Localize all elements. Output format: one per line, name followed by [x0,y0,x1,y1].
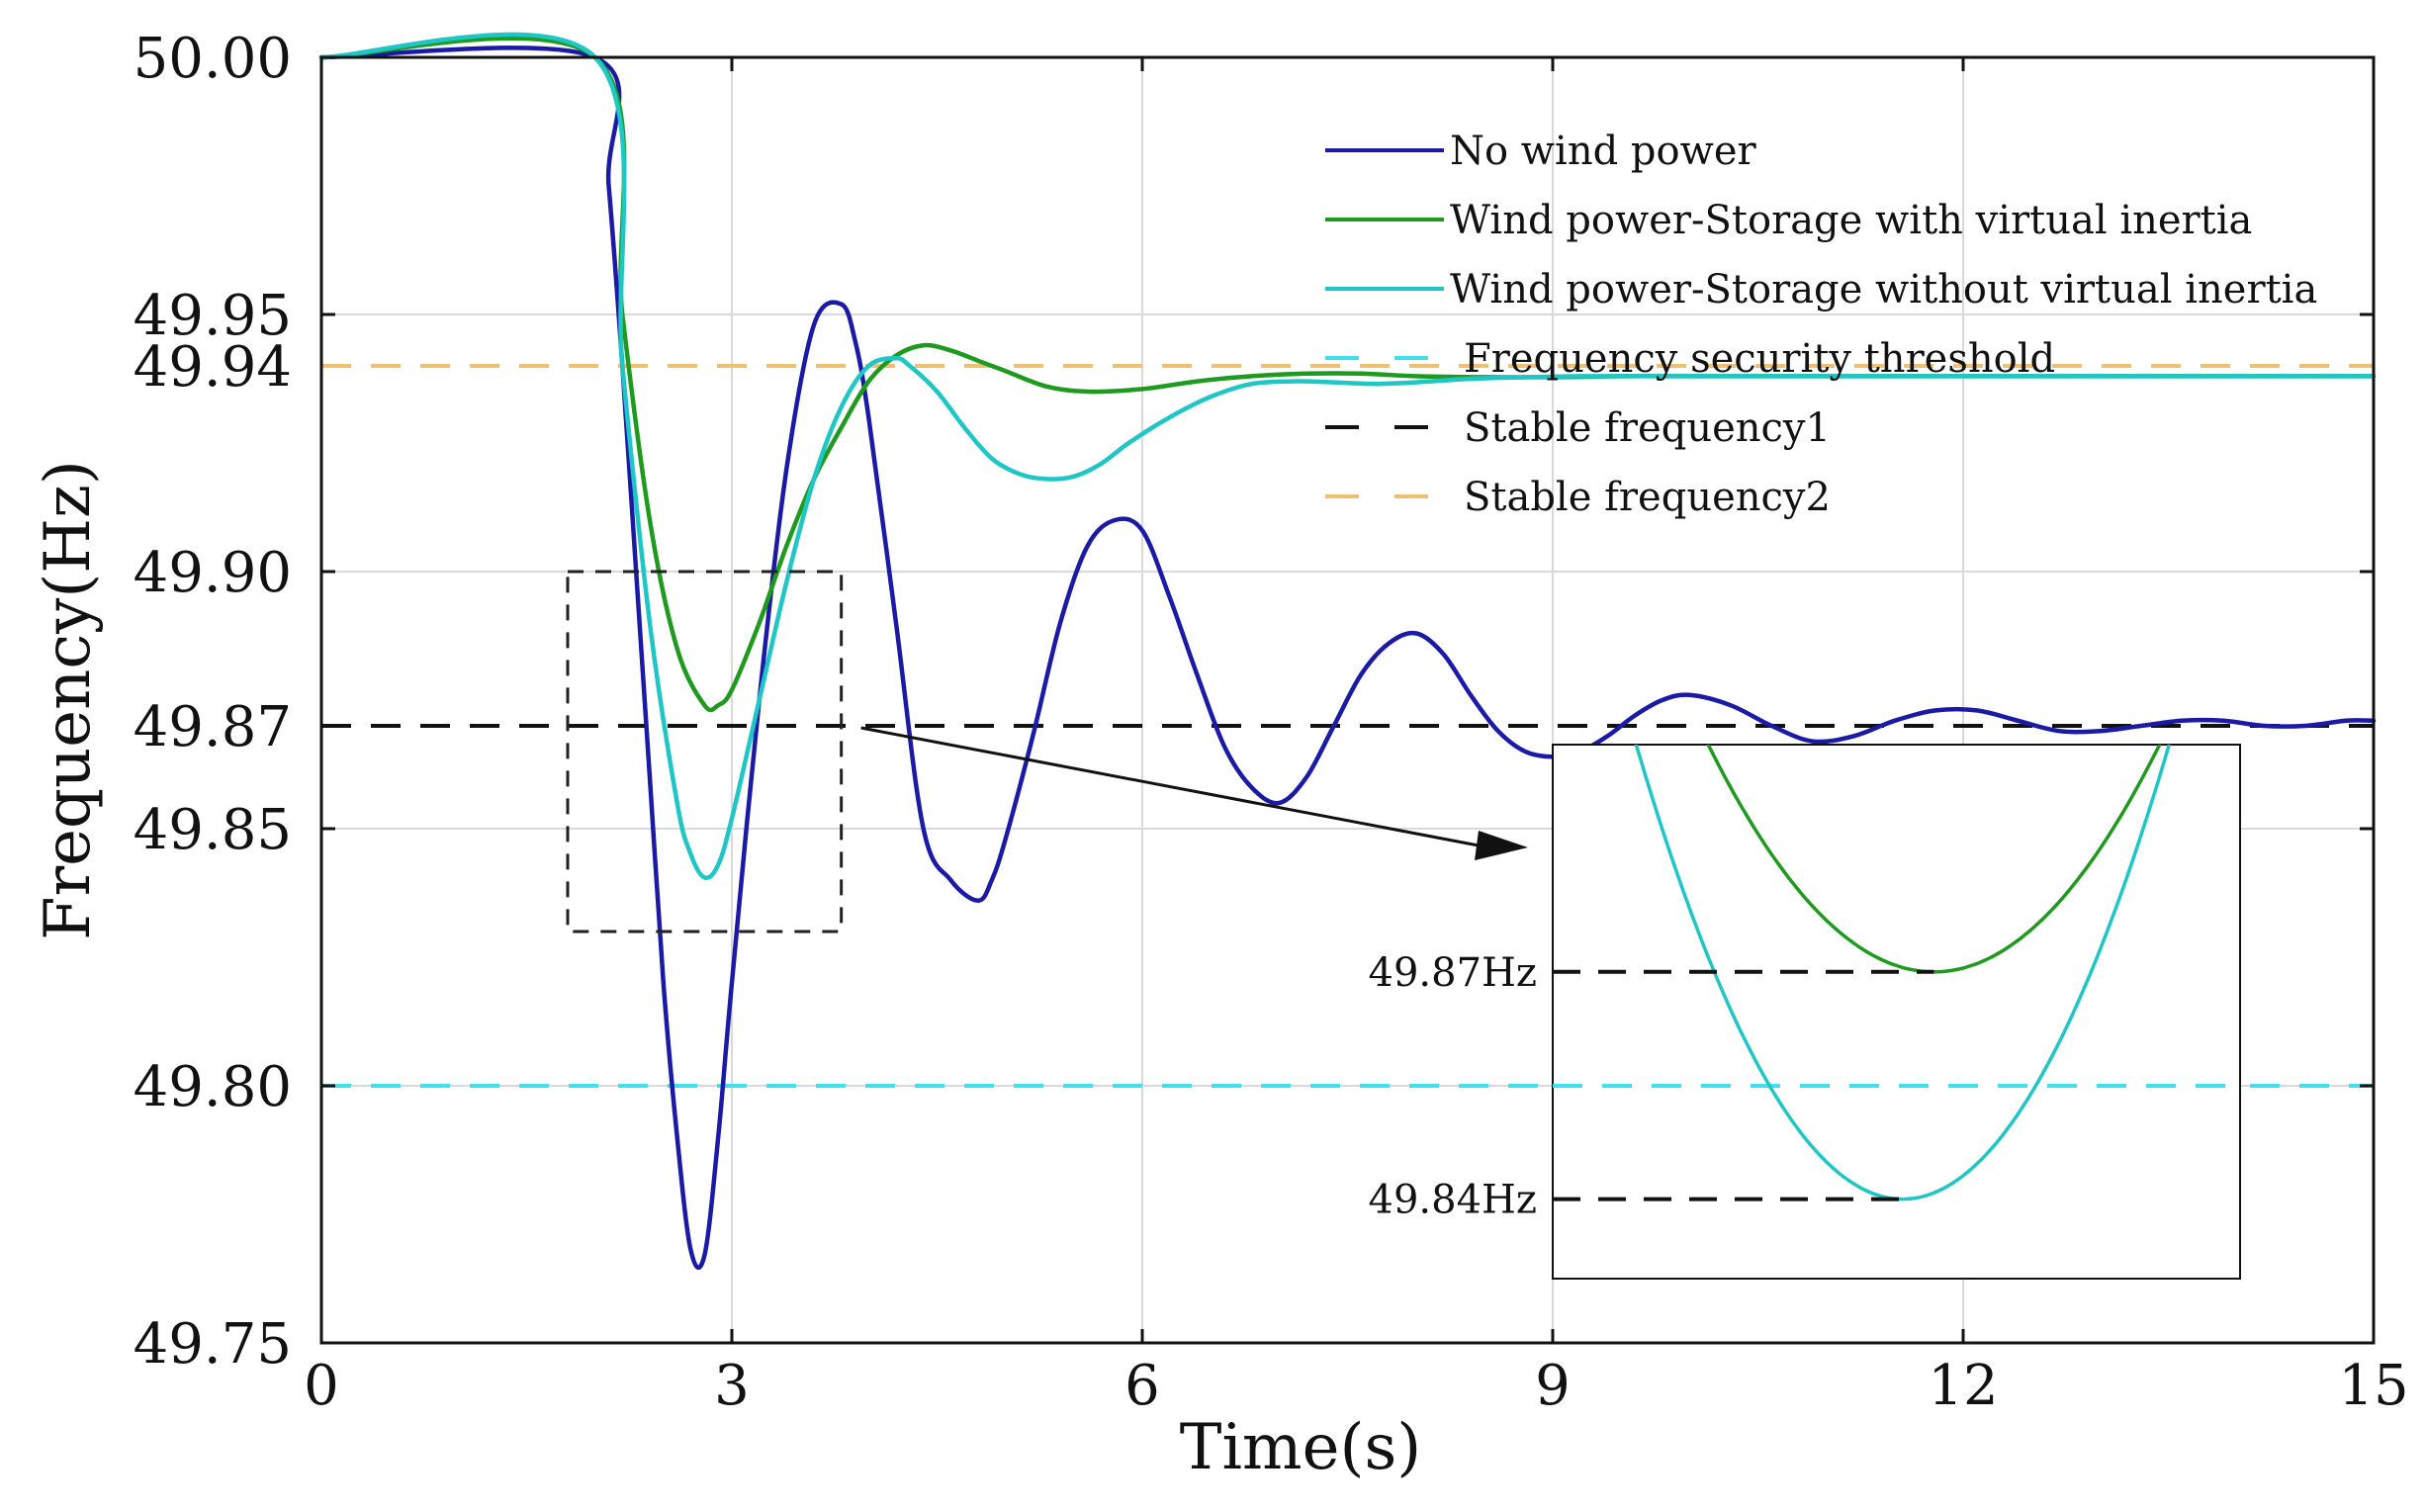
x-axis-title: Time(s) [1180,1411,1422,1484]
plot-frame [319,55,2376,1345]
y-tick-label: 49.95 [134,284,292,348]
series-wind-power-storage-without-virtual-inertia [318,32,2377,880]
inset-annotation-1: 49.87Hz [1369,950,1537,996]
series-no-wind-power [318,45,2377,1270]
legend-item-stable-frequency1: Stable frequency1 [1325,405,1831,451]
x-tick-label: 9 [1535,1354,1571,1418]
axes [319,55,2376,1345]
inset-plot: 49.87Hz 49.84Hz [1369,744,2241,1280]
legend-item-wind-power-storage-with-virtual-inertia: Wind power-Storage with virtual inertia [1325,198,2252,243]
legend-item-stable-frequency2: Stable frequency2 [1325,475,1831,520]
legend-label: Frequency security threshold [1464,336,2055,382]
zoom-annotation [566,570,1528,934]
legend-label: Wind power-Storage with virtual inertia [1450,198,2252,243]
y-tick-label: 49.75 [134,1312,292,1377]
x-tick-labels: 0 3 6 9 12 15 [304,1354,2408,1418]
x-tick-label: 6 [1124,1354,1160,1418]
tick-marks [321,57,2374,1343]
y-tick-label: 49.90 [134,541,292,605]
x-tick-label: 3 [714,1354,750,1418]
zoom-arrow-head [1475,831,1528,860]
legend-label: Stable frequency2 [1464,475,1831,520]
legend-label: No wind power [1450,129,1757,174]
legend-label: Wind power-Storage without virtual inert… [1450,267,2317,312]
legend-item-no-wind-power: No wind power [1325,129,1757,174]
zoom-box [566,570,844,934]
x-tick-label: 15 [2338,1354,2408,1418]
y-tick-label: 49.94 [134,335,292,400]
y-tick-label: 50.00 [134,27,292,91]
zoom-arrow-line [860,726,1480,847]
y-tick-label: 49.87 [134,695,292,759]
inset-frame [1552,744,2241,1280]
legend: No wind power Wind power-Storage with vir… [1325,129,2317,520]
y-axis-title: Frequency(Hz) [32,460,105,940]
y-tick-label: 49.85 [134,798,292,862]
legend-item-frequency-security-threshold: Frequency security threshold [1325,336,2055,382]
legend-label: Stable frequency1 [1464,405,1831,451]
series-lines [318,32,2377,1270]
inset-curve-with-inertia [1706,745,2162,974]
y-tick-label: 49.80 [134,1055,292,1119]
legend-item-wind-power-storage-without-virtual-inertia: Wind power-Storage without virtual inert… [1325,267,2317,312]
inset-annotation-2: 49.84Hz [1369,1178,1537,1223]
x-tick-label: 0 [304,1354,339,1418]
x-tick-label: 12 [1928,1354,1998,1418]
